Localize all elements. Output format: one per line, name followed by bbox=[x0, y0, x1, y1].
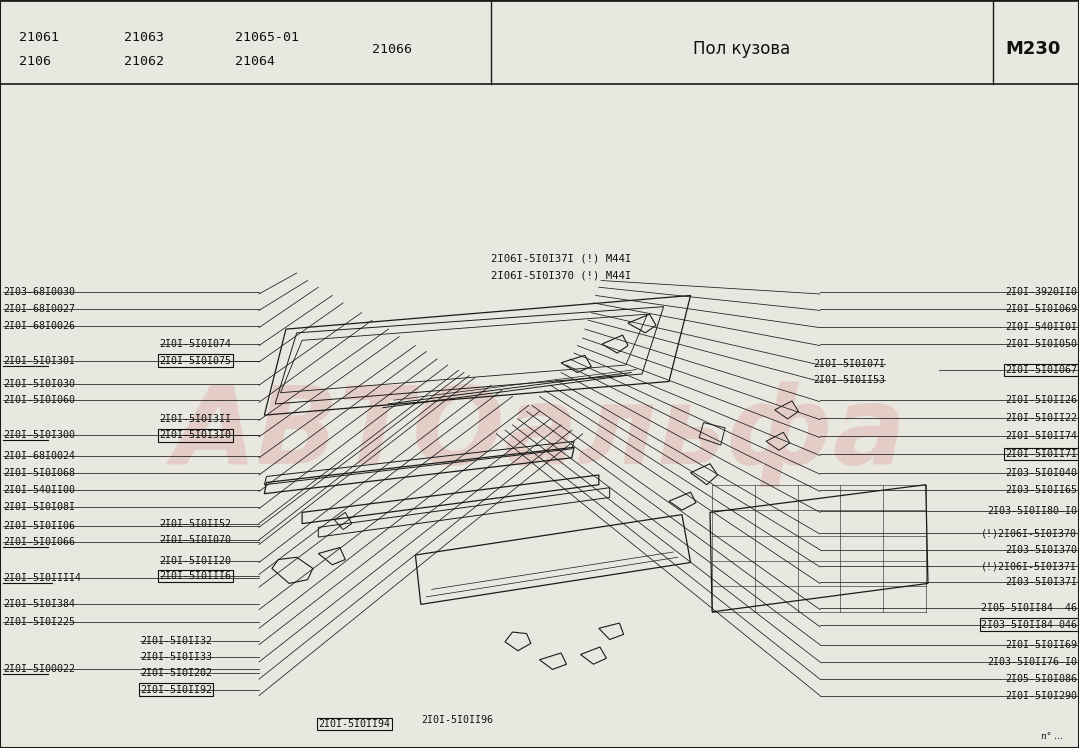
Text: 2I0I-5I0I300: 2I0I-5I0I300 bbox=[3, 430, 76, 441]
Text: 2I0I-5I0I068: 2I0I-5I0I068 bbox=[3, 468, 76, 479]
Text: 2I0I-5I0II53: 2I0I-5I0II53 bbox=[812, 375, 885, 385]
Text: 2I0I-5I0II20: 2I0I-5I0II20 bbox=[160, 556, 232, 566]
Text: 2I0I-5I0II74: 2I0I-5I0II74 bbox=[1005, 431, 1077, 441]
Text: 2I0I-5I0I050: 2I0I-5I0I050 bbox=[1005, 339, 1077, 349]
Text: n° ...: n° ... bbox=[1041, 732, 1063, 741]
Text: Пол кузова: Пол кузова bbox=[693, 40, 791, 58]
Text: 2I03-68I0030: 2I03-68I0030 bbox=[3, 287, 76, 298]
Text: 2I0I-5I0II96: 2I0I-5I0II96 bbox=[421, 714, 493, 725]
Text: 21065-01: 21065-01 bbox=[235, 31, 299, 44]
Text: 2I05-5I0II84  46: 2I05-5I0II84 46 bbox=[981, 603, 1077, 613]
Text: 21064: 21064 bbox=[235, 55, 275, 68]
Text: 2I03-5I0II80-I0: 2I03-5I0II80-I0 bbox=[987, 506, 1077, 516]
Text: 2I0I-540II00: 2I0I-540II00 bbox=[3, 485, 76, 495]
Text: 21062: 21062 bbox=[124, 55, 164, 68]
Text: 2I0I-5I0I066: 2I0I-5I0I066 bbox=[3, 537, 76, 548]
Text: 2I0I-5I0IIII4: 2I0I-5I0IIII4 bbox=[3, 573, 81, 583]
Text: 2I0I-5I0I074: 2I0I-5I0I074 bbox=[160, 339, 232, 349]
Text: 2I03-5I0I040: 2I03-5I0I040 bbox=[1005, 468, 1077, 478]
Text: 2I0I-5I0I067: 2I0I-5I0I067 bbox=[1005, 365, 1077, 375]
Text: 2I03-5I0II76-I0: 2I03-5I0II76-I0 bbox=[987, 657, 1077, 667]
Text: 21066: 21066 bbox=[372, 43, 412, 56]
Text: 2I0I-5I0II33: 2I0I-5I0II33 bbox=[140, 652, 213, 662]
Text: (!)2I06I-5I0I37I: (!)2I06I-5I0I37I bbox=[981, 561, 1077, 571]
Text: 2I0I-540II0I: 2I0I-540II0I bbox=[1005, 322, 1077, 332]
Text: 2I0I-5I0I30I: 2I0I-5I0I30I bbox=[3, 355, 76, 366]
Text: 2I03-5I0I370: 2I03-5I0I370 bbox=[1005, 545, 1077, 555]
Text: 2I05-5I0I086: 2I05-5I0I086 bbox=[1005, 674, 1077, 684]
Text: 2I0I-5I0I384: 2I0I-5I0I384 bbox=[3, 599, 76, 610]
Text: 2I0I-5I0II06: 2I0I-5I0II06 bbox=[3, 521, 76, 531]
Text: 2I03-5I0I37I: 2I03-5I0I37I bbox=[1005, 577, 1077, 587]
Text: 2I0I-5I0I08I: 2I0I-5I0I08I bbox=[3, 502, 76, 512]
Text: 2I0I-5I0II92: 2I0I-5I0II92 bbox=[140, 684, 213, 695]
Text: 2I03-5I0II65: 2I03-5I0II65 bbox=[1005, 485, 1077, 495]
Text: 2I0I-5I00022: 2I0I-5I00022 bbox=[3, 664, 76, 675]
Text: 2I06I-5I0I37I (!) M44I: 2I06I-5I0I37I (!) M44I bbox=[491, 253, 631, 263]
Text: 2I0I-5I0III6: 2I0I-5I0III6 bbox=[160, 571, 232, 581]
Text: М230: М230 bbox=[1005, 40, 1061, 58]
Text: 2I0I-5I0I060: 2I0I-5I0I060 bbox=[3, 395, 76, 405]
Text: 2I0I-3920II0: 2I0I-3920II0 bbox=[1005, 286, 1077, 297]
Text: 2I0I-5I0I075: 2I0I-5I0I075 bbox=[160, 355, 232, 366]
Text: 2I0I-5I0II26: 2I0I-5I0II26 bbox=[1005, 395, 1077, 405]
Text: 2I0I-5I0I069: 2I0I-5I0I069 bbox=[1005, 304, 1077, 314]
Text: 2I0I-68I0026: 2I0I-68I0026 bbox=[3, 321, 76, 331]
Text: 2I0I-68I0027: 2I0I-68I0027 bbox=[3, 304, 76, 314]
Text: 2I0I-5I0II94: 2I0I-5I0II94 bbox=[318, 719, 391, 729]
Text: 2I03-5I0II84 046: 2I03-5I0II84 046 bbox=[981, 619, 1077, 630]
Text: 2I0I-5I0II52: 2I0I-5I0II52 bbox=[160, 518, 232, 529]
Text: 2I0I-5I0I3II: 2I0I-5I0I3II bbox=[160, 414, 232, 424]
Text: 2I0I-5I0II32: 2I0I-5I0II32 bbox=[140, 636, 213, 646]
Text: 2I0I-5I0I070: 2I0I-5I0I070 bbox=[160, 535, 232, 545]
Text: 2I0I-5I0I030: 2I0I-5I0I030 bbox=[3, 378, 76, 389]
Text: 2I0I-5I0I225: 2I0I-5I0I225 bbox=[3, 617, 76, 628]
Text: 21063: 21063 bbox=[124, 31, 164, 44]
Text: 2I0I-5I0I07I: 2I0I-5I0I07I bbox=[812, 359, 885, 370]
Text: АВТОальфа: АВТОальфа bbox=[173, 381, 906, 487]
Text: 2I0I-5I0II22: 2I0I-5I0II22 bbox=[1005, 413, 1077, 423]
Text: 2I0I-5I0I3I0: 2I0I-5I0I3I0 bbox=[160, 430, 232, 441]
Text: 2I0I-5I0I290: 2I0I-5I0I290 bbox=[1005, 690, 1077, 701]
Text: 2I0I-5I0I202: 2I0I-5I0I202 bbox=[140, 668, 213, 678]
Text: 2106: 2106 bbox=[19, 55, 52, 68]
Text: 21061: 21061 bbox=[19, 31, 59, 44]
Text: 2I0I-5I0II69: 2I0I-5I0II69 bbox=[1005, 640, 1077, 650]
Text: 2I0I-68I0024: 2I0I-68I0024 bbox=[3, 451, 76, 462]
Text: 2I0I-5I0II7I: 2I0I-5I0II7I bbox=[1005, 449, 1077, 459]
Text: (!)2I06I-5I0I370: (!)2I06I-5I0I370 bbox=[981, 528, 1077, 539]
Text: 2I06I-5I0I370 (!) M44I: 2I06I-5I0I370 (!) M44I bbox=[491, 270, 631, 280]
